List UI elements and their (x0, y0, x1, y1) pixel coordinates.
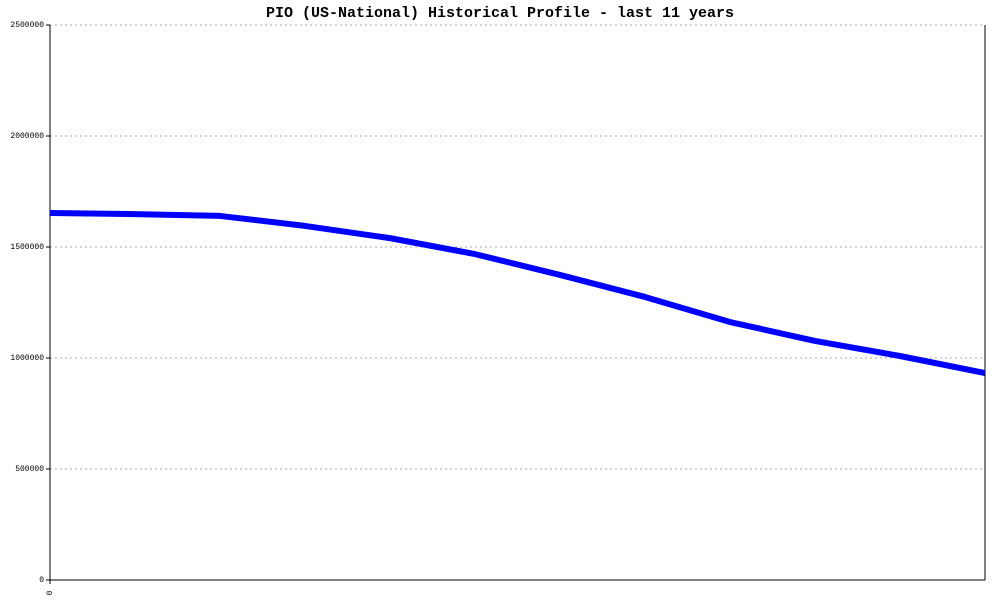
y-tick-label: 0 (39, 576, 44, 585)
y-tick-label: 2500000 (10, 21, 44, 30)
chart-title: PIO (US-National) Historical Profile - l… (266, 5, 734, 22)
y-tick-label: 2000000 (10, 132, 44, 141)
x-tick-label: 0 (46, 590, 55, 595)
y-tick-label: 500000 (15, 465, 44, 474)
series-line (49, 210, 986, 377)
y-tick-label: 1500000 (10, 243, 44, 252)
y-tick-label: 1000000 (10, 354, 44, 363)
